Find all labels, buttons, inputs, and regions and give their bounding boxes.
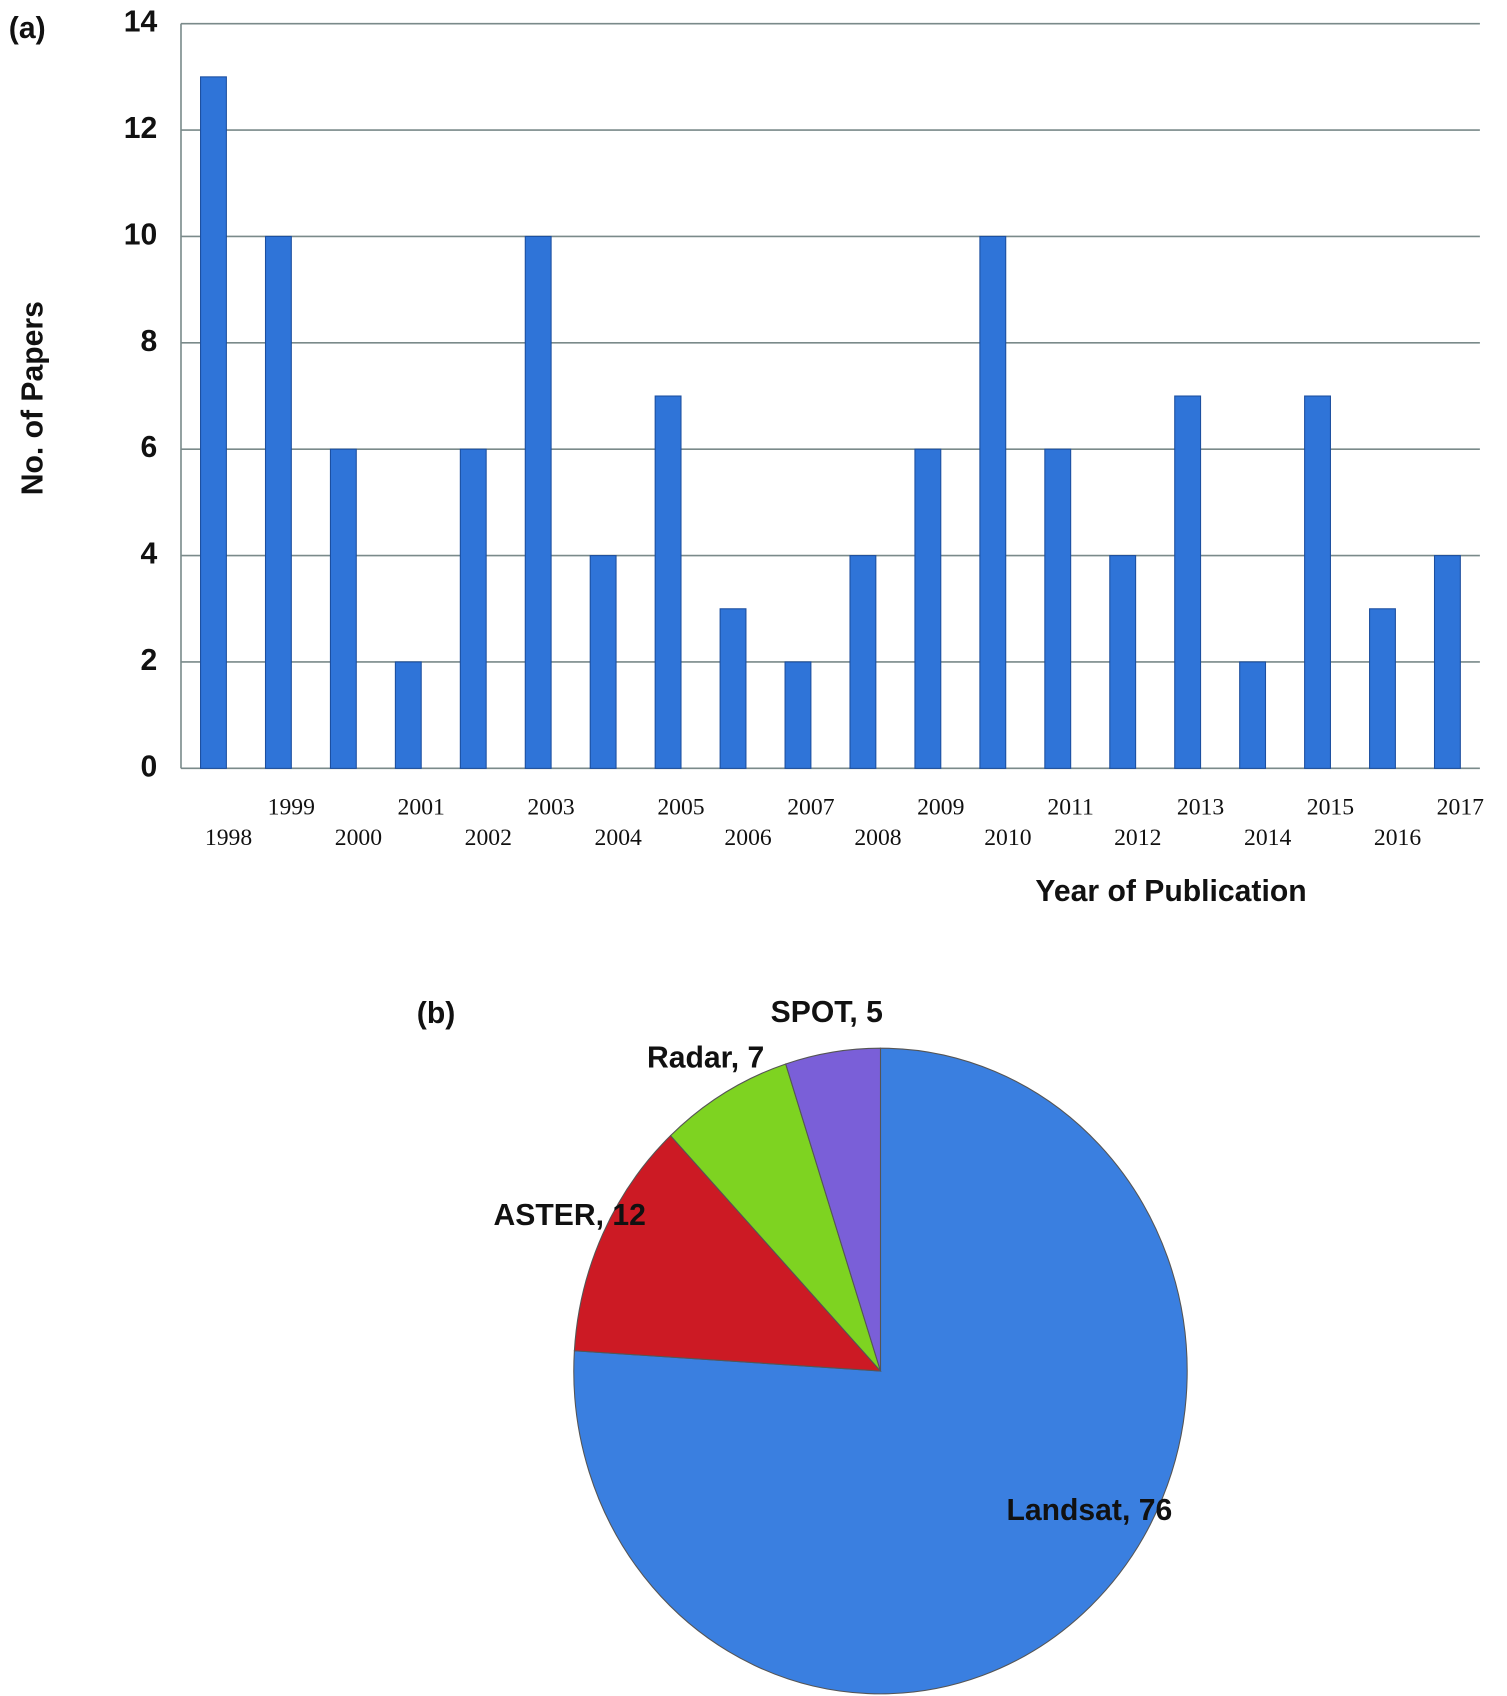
x-tick-label: 2006 [724, 825, 771, 851]
y-tick-label: 4 [141, 538, 158, 571]
x-tick-label: 2005 [657, 795, 704, 821]
bar [459, 448, 487, 769]
bar [1044, 448, 1072, 769]
bar [394, 661, 422, 769]
bar [1369, 608, 1396, 769]
bar [589, 555, 617, 769]
x-tick-label: 2012 [1114, 825, 1161, 851]
x-tick-label: 2003 [527, 795, 574, 821]
y-tick-label: 8 [141, 325, 158, 358]
y-tick-label: 2 [141, 644, 158, 677]
bar [200, 76, 227, 769]
pie-slice [573, 1134, 882, 1372]
x-tick-label: 2015 [1307, 795, 1354, 821]
bar [1239, 661, 1267, 769]
data-label: Radar, 7 [647, 1042, 764, 1075]
y-tick-label: 0 [141, 750, 158, 783]
x-tick-label: 2014 [1244, 825, 1291, 851]
x-tick-label: 2009 [917, 795, 964, 821]
x-tick-label: 2016 [1374, 825, 1421, 851]
bar [329, 448, 357, 769]
bar [524, 235, 552, 769]
data-label: Landsat, 76 [1006, 1494, 1172, 1527]
x-tick-label: 2002 [465, 825, 512, 851]
x-tick-label: 2013 [1177, 795, 1224, 821]
y-tick-label: 10 [124, 218, 158, 251]
x-tick-label: 2010 [984, 825, 1031, 851]
bar [1174, 395, 1202, 769]
data-label: ASTER, 12 [493, 1199, 645, 1232]
x-tick-label: 2008 [854, 825, 901, 851]
bar [654, 395, 682, 769]
x-tick-label: 2017 [1437, 795, 1484, 821]
x-tick-label: 1998 [205, 825, 252, 851]
y-tick-label: 6 [141, 431, 158, 464]
panel-label: (a) [9, 12, 46, 45]
y-tick-label: 14 [124, 6, 158, 39]
bar [1109, 555, 1137, 769]
x-tick-label: 2007 [787, 795, 834, 821]
x-tick-label: 2004 [595, 825, 642, 851]
bar [264, 235, 292, 769]
bar [979, 235, 1007, 769]
x-tick-label: 2001 [398, 795, 445, 821]
pie-slice [669, 1063, 881, 1372]
x-tick-label: 2000 [335, 825, 382, 851]
bar [849, 555, 877, 769]
bar [1304, 395, 1331, 769]
x-tick-label: 2011 [1047, 795, 1093, 821]
x-tick-label: 1999 [268, 795, 315, 821]
bar [784, 661, 812, 769]
y-axis-title: No. of Papers [17, 301, 50, 495]
bar [914, 448, 942, 769]
y-tick-label: 12 [124, 112, 158, 145]
bar [1433, 555, 1461, 769]
x-axis-title: Year of Publication [1035, 875, 1306, 908]
panel-label: (b) [417, 997, 455, 1030]
data-label: SPOT, 5 [771, 996, 883, 1029]
bar [719, 608, 747, 769]
pie-slice [785, 1047, 882, 1372]
